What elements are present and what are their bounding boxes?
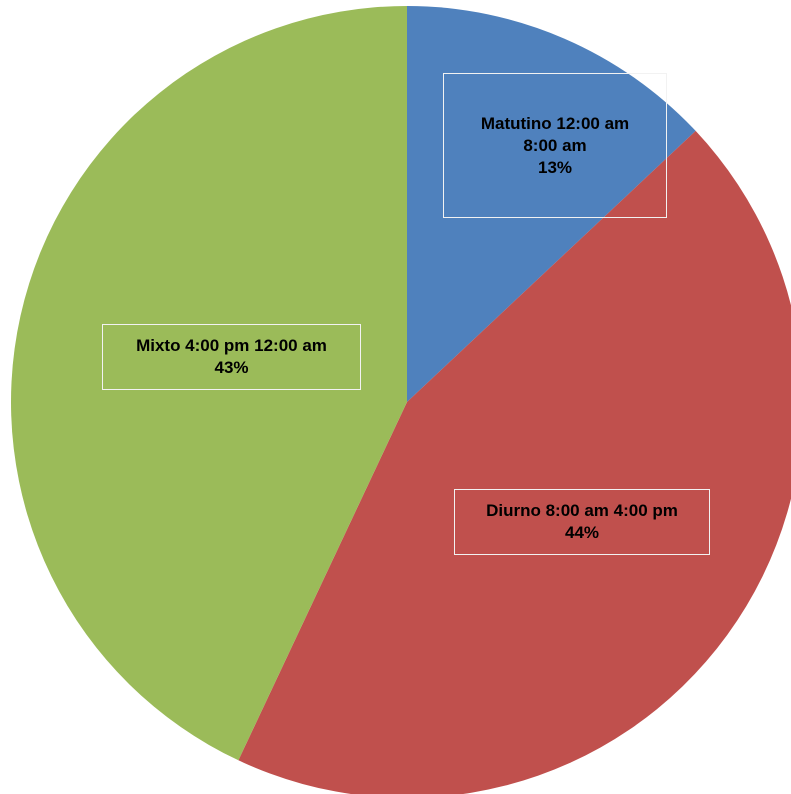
pie-slice-diurno: [238, 130, 791, 794]
slice-label-mixto-line-1: Mixto 4:00 pm 12:00 am: [136, 336, 327, 355]
slice-label-matutino-line-1: Matutino 12:00 am: [480, 113, 630, 133]
slice-label-diurno: Diurno 8:00 am 4:00 pm 44%: [454, 489, 710, 555]
slice-label-matutino: Matutino 12:00 am 8:00 am 13%: [443, 73, 667, 218]
slice-label-mixto-percent: 43%: [214, 358, 249, 377]
pie-slice-matutino: [407, 6, 696, 402]
slice-label-mixto: Mixto 4:00 pm 12:00 am 43%: [102, 324, 361, 390]
slice-label-diurno-line-1: Diurno 8:00 am 4:00 pm: [486, 501, 678, 520]
pie-slice-mixto: [10, 6, 408, 761]
slice-label-diurno-percent: 44%: [564, 523, 600, 542]
slice-label-matutino-percent: 13%: [537, 157, 573, 177]
slice-label-matutino-line-2: 8:00 am: [523, 135, 587, 155]
